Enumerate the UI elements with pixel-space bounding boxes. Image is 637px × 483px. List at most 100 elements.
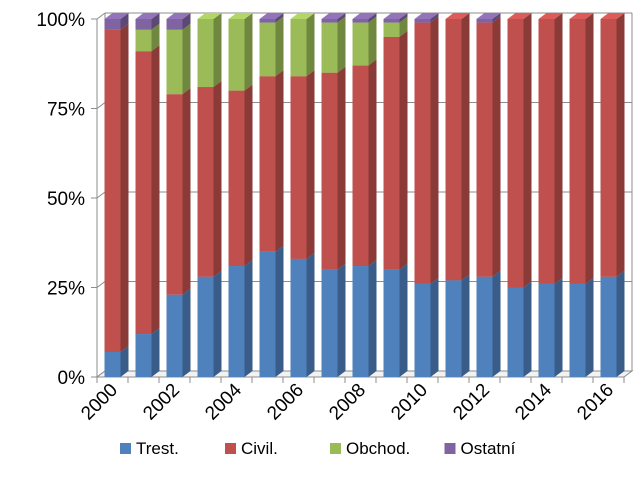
bar-side-Trest.-2001 [151, 328, 160, 377]
bar-Ostatní-2008 [352, 19, 369, 23]
bar-Civil.-2003 [197, 87, 214, 277]
bar-side-Obchod.-2002 [182, 23, 191, 95]
bar-side-Trest.-2010 [430, 277, 439, 377]
bar-side-Trest.-2014 [554, 277, 563, 377]
legend-swatch-Obchod. [330, 443, 341, 454]
gridline-side [96, 12, 106, 20]
bar-side-Ostatní-2012 [492, 13, 501, 23]
bar-Civil.-2015 [569, 19, 586, 284]
x-tick-label: 2006 [263, 380, 308, 425]
bar-side-Obchod.-2007 [337, 16, 346, 73]
bar-side-Civil.-2012 [492, 16, 501, 277]
bar-top-Ostatní-2008 [352, 13, 377, 19]
bar-side-Ostatní-2007 [337, 13, 346, 23]
bar-side-Civil.-2015 [585, 13, 594, 284]
bar-Obchod.-2009 [383, 22, 400, 37]
bar-Trest.-2014 [538, 283, 555, 377]
bar-Trest.-2013 [507, 287, 524, 377]
bar-Civil.-2016 [600, 19, 617, 277]
bar-Civil.-2002 [166, 94, 183, 295]
gridline-side [96, 281, 106, 288]
bar-side-Trest.-2013 [523, 281, 532, 377]
bar-Obchod.-2003 [197, 19, 214, 88]
bar-top-Obchod.-2006 [290, 13, 315, 19]
bar-Ostatní-2012 [476, 19, 493, 23]
legend-label-Civil.: Civil. [241, 439, 278, 458]
bar-side-Civil.-2013 [523, 13, 532, 288]
y-tick-label: 50% [47, 189, 85, 210]
bar-top-Ostatní-2007 [321, 13, 346, 19]
bar-top-Civil.-2015 [569, 13, 594, 19]
bar-side-Civil.-2010 [430, 16, 439, 284]
bar-Ostatní-2001 [135, 19, 152, 30]
bar-side-Civil.-2014 [554, 13, 563, 284]
bar-side-Obchod.-2003 [213, 13, 222, 88]
bar-Trest.-2016 [600, 276, 617, 377]
bar-Obchod.-2002 [166, 29, 183, 95]
bar-side-Trest.-2004 [244, 260, 253, 377]
bar-Trest.-2003 [197, 276, 214, 377]
bar-side-Civil.-2004 [244, 84, 253, 267]
x-tick-label: 2002 [139, 380, 184, 425]
legend-label-Ostatní: Ostatní [461, 439, 516, 458]
bar-side-Trest.-2002 [182, 288, 191, 377]
x-tick-label: 2004 [201, 379, 246, 424]
bar-side-Obchod.-2004 [244, 13, 253, 91]
bar-Civil.-2004 [228, 90, 245, 267]
bar-side-Civil.-2008 [368, 59, 377, 267]
gridline-side [96, 102, 106, 109]
bar-Ostatní-2005 [259, 19, 276, 23]
bar-top-Ostatní-2009 [383, 13, 408, 19]
bar-Trest.-2008 [352, 266, 369, 377]
bar-Civil.-2010 [414, 22, 431, 284]
bar-Civil.-2005 [259, 76, 276, 252]
bar-side-Trest.-2016 [616, 270, 625, 377]
bar-side-Ostatní-2001 [151, 13, 160, 30]
bar-side-Ostatní-2002 [182, 13, 191, 30]
y-tick-label: 75% [47, 100, 85, 121]
bar-top-Civil.-2014 [538, 13, 563, 19]
bar-side-Civil.-2001 [151, 45, 160, 335]
bar-Trest.-2007 [321, 269, 338, 377]
bar-Civil.-2006 [290, 76, 307, 259]
bar-Ostatní-2010 [414, 19, 431, 23]
bar-side-Trest.-2015 [585, 277, 594, 377]
bar-side-Civil.-2000 [120, 23, 129, 352]
bar-Civil.-2014 [538, 19, 555, 284]
bar-Obchod.-2007 [321, 22, 338, 73]
bar-side-Obchod.-2001 [151, 23, 160, 52]
bar-top-Civil.-2013 [507, 13, 532, 19]
bar-side-Trest.-2011 [461, 274, 470, 377]
bar-Ostatní-2007 [321, 19, 338, 23]
bar-top-Ostatní-2000 [104, 13, 129, 19]
bar-Trest.-2012 [476, 276, 493, 377]
bar-Trest.-2009 [383, 269, 400, 377]
x-tick-label: 2014 [511, 379, 556, 424]
bar-side-Civil.-2011 [461, 13, 470, 281]
bar-Ostatní-2009 [383, 19, 400, 23]
bar-side-Civil.-2003 [213, 81, 222, 277]
bar-Civil.-2007 [321, 72, 338, 270]
bar-side-Civil.-2002 [182, 88, 191, 295]
bar-top-Obchod.-2004 [228, 13, 253, 19]
legend-label-Trest.: Trest. [136, 439, 179, 458]
bar-Trest.-2005 [259, 251, 276, 377]
bar-top-Ostatní-2012 [476, 13, 501, 19]
bar-side-Trest.-2008 [368, 260, 377, 377]
bar-Obchod.-2005 [259, 22, 276, 77]
bar-side-Trest.-2009 [399, 263, 408, 377]
bar-top-Civil.-2016 [600, 13, 625, 19]
bar-side-Trest.-2005 [275, 245, 284, 377]
bar-Trest.-2011 [445, 280, 462, 377]
bar-Trest.-2004 [228, 266, 245, 377]
bar-Civil.-2008 [352, 65, 369, 267]
bar-Obchod.-2006 [290, 19, 307, 77]
bar-side-Ostatní-2005 [275, 13, 284, 23]
bar-side-Civil.-2006 [306, 70, 315, 259]
legend-swatch-Civil. [225, 443, 236, 454]
bar-Trest.-2006 [290, 258, 307, 377]
bar-Ostatní-2002 [166, 19, 183, 30]
bar-Civil.-2000 [104, 29, 121, 352]
